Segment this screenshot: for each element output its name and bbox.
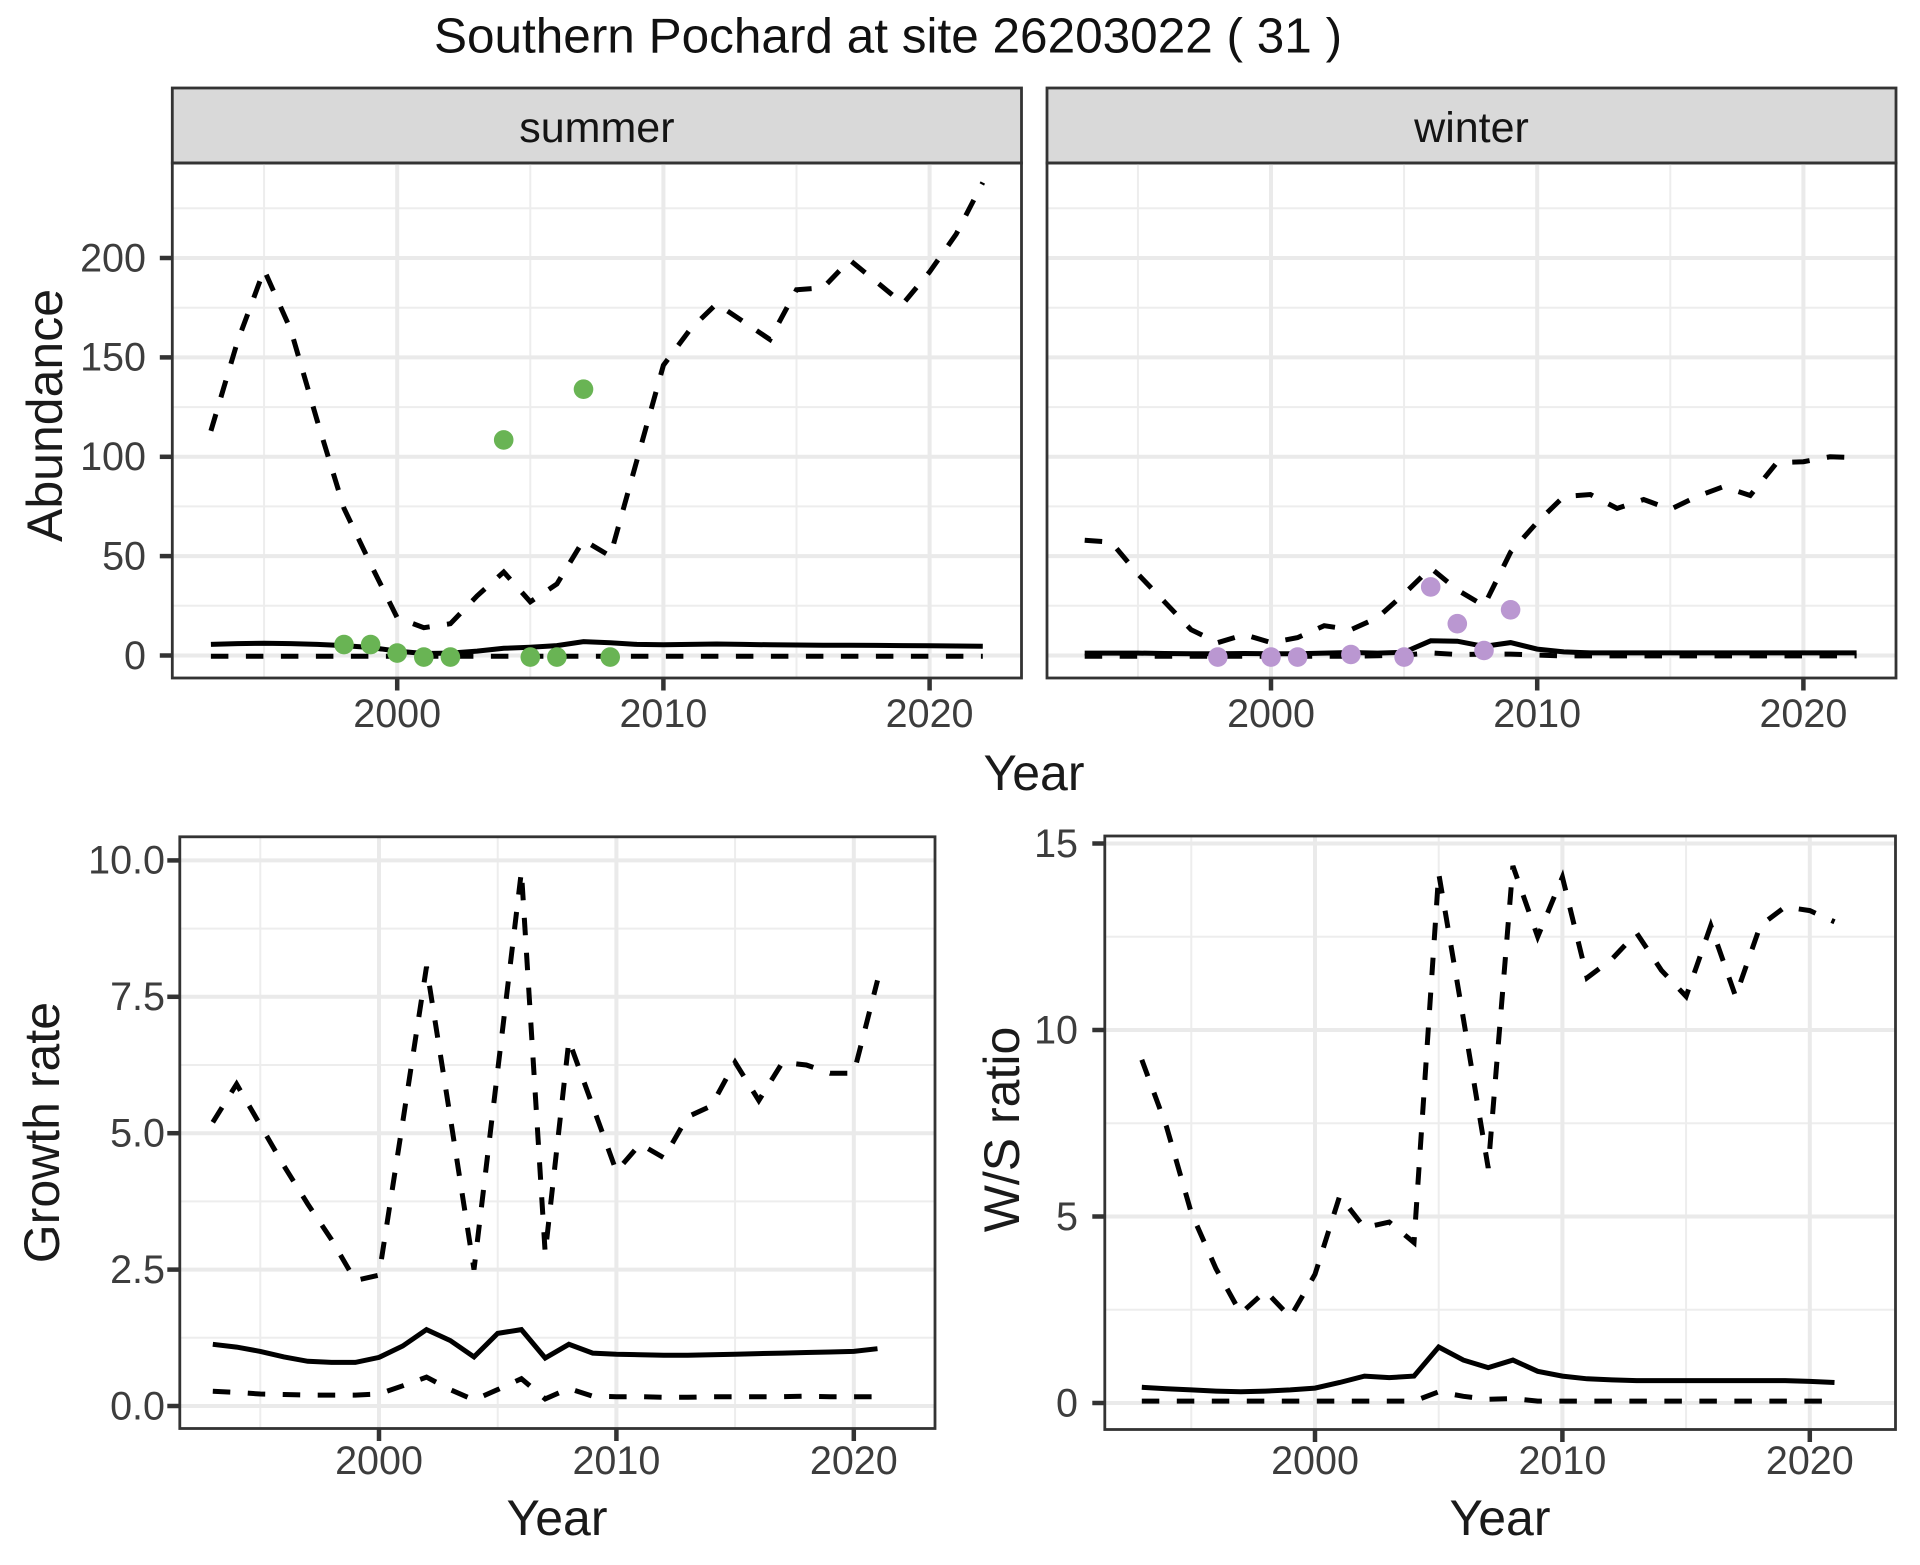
svg-text:Year: Year: [506, 1490, 607, 1546]
svg-text:10: 10: [1034, 1008, 1078, 1052]
svg-text:0: 0: [1056, 1381, 1078, 1425]
svg-text:5.0: 5.0: [110, 1112, 165, 1156]
svg-text:2000: 2000: [353, 692, 441, 736]
svg-text:2020: 2020: [810, 1439, 898, 1483]
svg-text:200: 200: [80, 236, 146, 280]
svg-text:2020: 2020: [1759, 692, 1847, 736]
svg-text:2000: 2000: [335, 1439, 423, 1483]
svg-text:2010: 2010: [572, 1439, 660, 1483]
svg-text:Year: Year: [1449, 1490, 1550, 1546]
svg-text:0: 0: [124, 634, 146, 678]
svg-text:100: 100: [80, 435, 146, 479]
svg-text:Southern Pochard at site 26203: Southern Pochard at site 26203022 ( 31 ): [434, 9, 1342, 64]
svg-text:2000: 2000: [1227, 692, 1315, 736]
svg-text:2020: 2020: [886, 692, 974, 736]
svg-text:15: 15: [1034, 822, 1078, 866]
svg-text:W/S ratio: W/S ratio: [974, 1027, 1030, 1233]
svg-text:2010: 2010: [619, 692, 707, 736]
svg-text:2010: 2010: [1518, 1439, 1606, 1483]
svg-text:0.0: 0.0: [110, 1384, 165, 1428]
svg-text:7.5: 7.5: [110, 975, 165, 1019]
svg-text:2020: 2020: [1766, 1439, 1854, 1483]
svg-text:2000: 2000: [1271, 1439, 1359, 1483]
svg-text:150: 150: [80, 336, 146, 380]
svg-text:Abundance: Abundance: [17, 289, 73, 542]
svg-text:summer: summer: [519, 104, 674, 152]
svg-text:50: 50: [102, 534, 146, 578]
svg-text:Year: Year: [983, 745, 1084, 801]
svg-text:10.0: 10.0: [88, 839, 165, 883]
svg-text:winter: winter: [1413, 104, 1529, 152]
svg-text:2.5: 2.5: [110, 1248, 165, 1292]
svg-text:2010: 2010: [1493, 692, 1581, 736]
svg-text:5: 5: [1056, 1195, 1078, 1239]
svg-text:Growth rate: Growth rate: [14, 1002, 70, 1263]
